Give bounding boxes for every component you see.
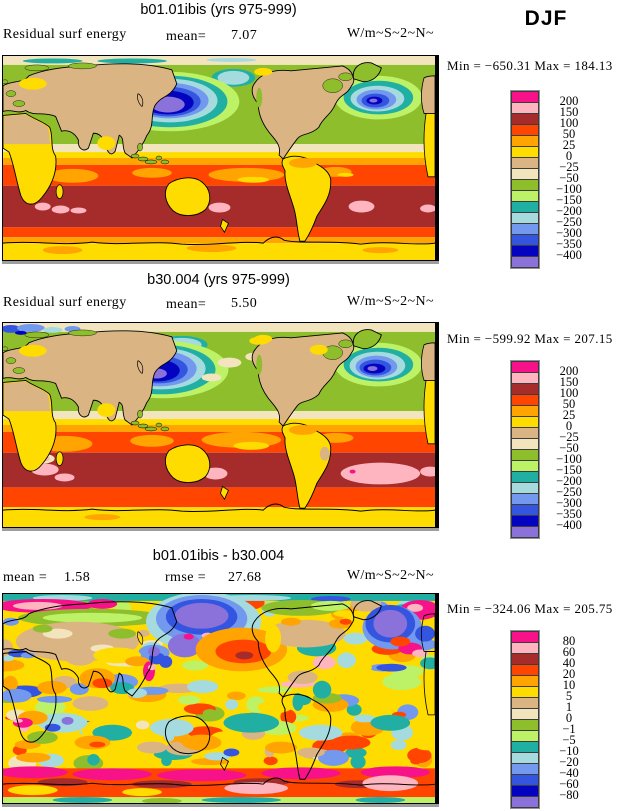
map-panel-3-difference	[2, 593, 439, 804]
panel-3-rmse-label: rmse =	[165, 570, 207, 585]
colorbar-level-label: 0	[565, 711, 573, 725]
colorbar-level-label: 60	[562, 645, 576, 659]
colorbar-level-label: −300	[556, 226, 582, 240]
colorbar-level-label: −150	[556, 463, 582, 477]
colorbar-level-label: −150	[556, 193, 582, 207]
colorbar-level-label: −25	[559, 430, 579, 444]
colorbar-swatch	[511, 526, 539, 538]
colorbar-level-label: −400	[556, 248, 582, 262]
panel-2-field-label: Residual surf energy	[3, 295, 127, 310]
panel-1-minmax: Min = −650.31 Max = 184.13	[447, 58, 613, 73]
panel-2-minmax: Min = −599.92 Max = 207.15	[447, 331, 613, 346]
panel-1-units: W/m~S~2~N~	[346, 26, 434, 41]
panel-1-mean-label: mean=	[166, 29, 207, 44]
colorbar-level-label: −60	[559, 777, 579, 791]
colorbar-level-label: −400	[556, 518, 582, 532]
map-panel-1	[2, 55, 439, 261]
panel-1-title: b01.01ibis (yrs 975-999)	[140, 2, 297, 18]
colorbar-level-label: −300	[556, 496, 582, 510]
colorbar-level-label: −50	[559, 171, 579, 185]
panel-2-mean-value: 5.50	[231, 296, 258, 311]
colorbar-level-label: −10	[559, 744, 579, 758]
colorbar-level-label: 50	[562, 397, 576, 411]
panel-2-mean-label: mean=	[166, 297, 207, 312]
colorbar-swatch	[511, 796, 539, 808]
colorbar-level-label: 100	[559, 386, 579, 400]
colorbar-level-label: 150	[559, 105, 579, 119]
panel-3-rmse-value: 27.68	[228, 570, 262, 585]
colorbar-level-label: −250	[556, 485, 582, 499]
panel-3-title: b01.01ibis - b30.004	[152, 548, 285, 564]
colorbar-level-label: −250	[556, 215, 582, 229]
season-label: DJF	[524, 7, 568, 30]
colorbar-level-label: 40	[562, 656, 576, 670]
colorbar-level-label: −200	[556, 474, 582, 488]
colorbar-level-label: 20	[562, 667, 576, 681]
colorbar-level-label: −100	[556, 452, 582, 466]
panel-2-title: b30.004 (yrs 975-999)	[147, 272, 290, 288]
colorbar-level-label: 50	[562, 127, 576, 141]
panel-1-mean-value: 7.07	[231, 28, 258, 43]
colorbar-level-label: 0	[565, 149, 573, 163]
colorbar-level-label: −1	[562, 722, 576, 736]
colorbar-level-label: 1	[565, 700, 573, 714]
colorbar-2: 200 150 100 50 25 0 −25 −50 −100 −150 −200 −250 −300…	[510, 360, 600, 539]
colorbar-level-label: 0	[565, 419, 573, 433]
panel-3-units: W/m~S~2~N~	[346, 568, 434, 583]
colorbar-level-label: −80	[559, 788, 579, 802]
colorbar-3: 80 60 40 20 10 5 1 0 −1 −5 −10 −20 −40 −60 −80	[510, 630, 600, 809]
colorbar-level-label: −5	[562, 733, 576, 747]
colorbar-level-label: −350	[556, 237, 582, 251]
panel-3-mean-label: mean =	[3, 570, 48, 585]
colorbar-level-label: 25	[562, 138, 576, 152]
colorbar-level-label: −25	[559, 160, 579, 174]
colorbar-swatch	[511, 256, 539, 268]
panel-3-mean-value: 1.58	[64, 570, 91, 585]
colorbar-level-label: −100	[556, 182, 582, 196]
colorbar-level-label: 100	[559, 116, 579, 130]
colorbar-1: 200 150 100 50 25 0 −25 −50 −100 −150 −200 −250 −300…	[510, 90, 600, 269]
colorbar-level-label: −40	[559, 766, 579, 780]
colorbar-level-label: 25	[562, 408, 576, 422]
panel-2-units: W/m~S~2~N~	[346, 294, 434, 309]
colorbar-level-label: 150	[559, 375, 579, 389]
colorbar-level-label: −50	[559, 441, 579, 455]
colorbar-level-label: 80	[562, 634, 576, 648]
colorbar-level-label: −350	[556, 507, 582, 521]
colorbar-level-label: −20	[559, 755, 579, 769]
panel-3-minmax: Min = −324.06 Max = 205.75	[447, 601, 613, 616]
colorbar-level-label: 200	[559, 364, 579, 378]
colorbar-level-label: 200	[559, 94, 579, 108]
map-panel-2	[2, 322, 439, 528]
colorbar-level-label: 10	[562, 678, 576, 692]
colorbar-level-label: −200	[556, 204, 582, 218]
panel-1-field-label: Residual surf energy	[3, 27, 127, 42]
colorbar-level-label: 5	[565, 689, 573, 703]
